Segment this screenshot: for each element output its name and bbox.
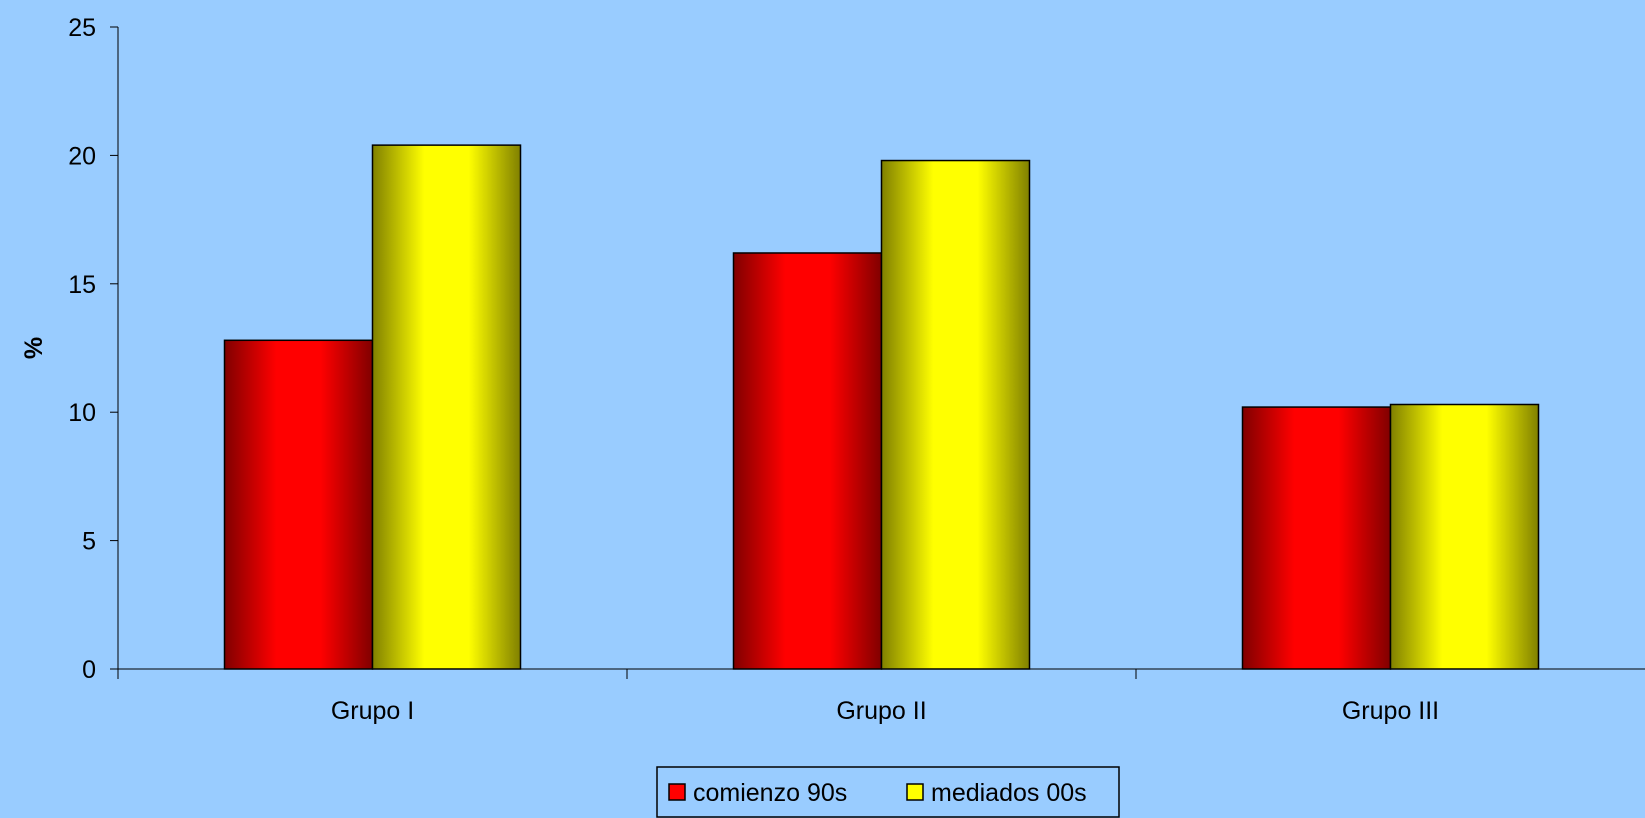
bar-series1-2 [732,252,883,670]
y-tick-label: 10 [68,399,96,427]
legend-swatch [906,783,924,801]
y-tick-label: 0 [82,656,96,684]
plot-area [223,144,1540,670]
legend-box [656,766,1120,818]
bar-series1-1 [223,339,374,670]
y-axis-title: % [20,337,48,359]
legend-swatch [668,783,686,801]
y-tick-label: 5 [82,528,96,556]
bar-series2-3 [1389,403,1540,670]
bar-series1-3 [1241,406,1392,670]
y-tick-label: 15 [68,271,96,299]
legend-label: mediados 00s [931,779,1087,807]
x-tick-label: Grupo II [836,697,926,725]
axes: Grupo I Grupo II Grupo III 0 5 10 15 20 25% [20,14,1645,725]
bar-series2-1 [371,144,522,670]
x-tick-label: Grupo III [1342,697,1439,725]
x-tick-label: Grupo I [331,697,414,725]
y-tick-label: 20 [68,142,96,170]
legend-label: comienzo 90s [693,779,847,807]
y-tick-label: 25 [68,14,96,42]
legend: comienzo 90s mediados 00s [656,766,1120,818]
bar-series2-2 [880,159,1031,670]
